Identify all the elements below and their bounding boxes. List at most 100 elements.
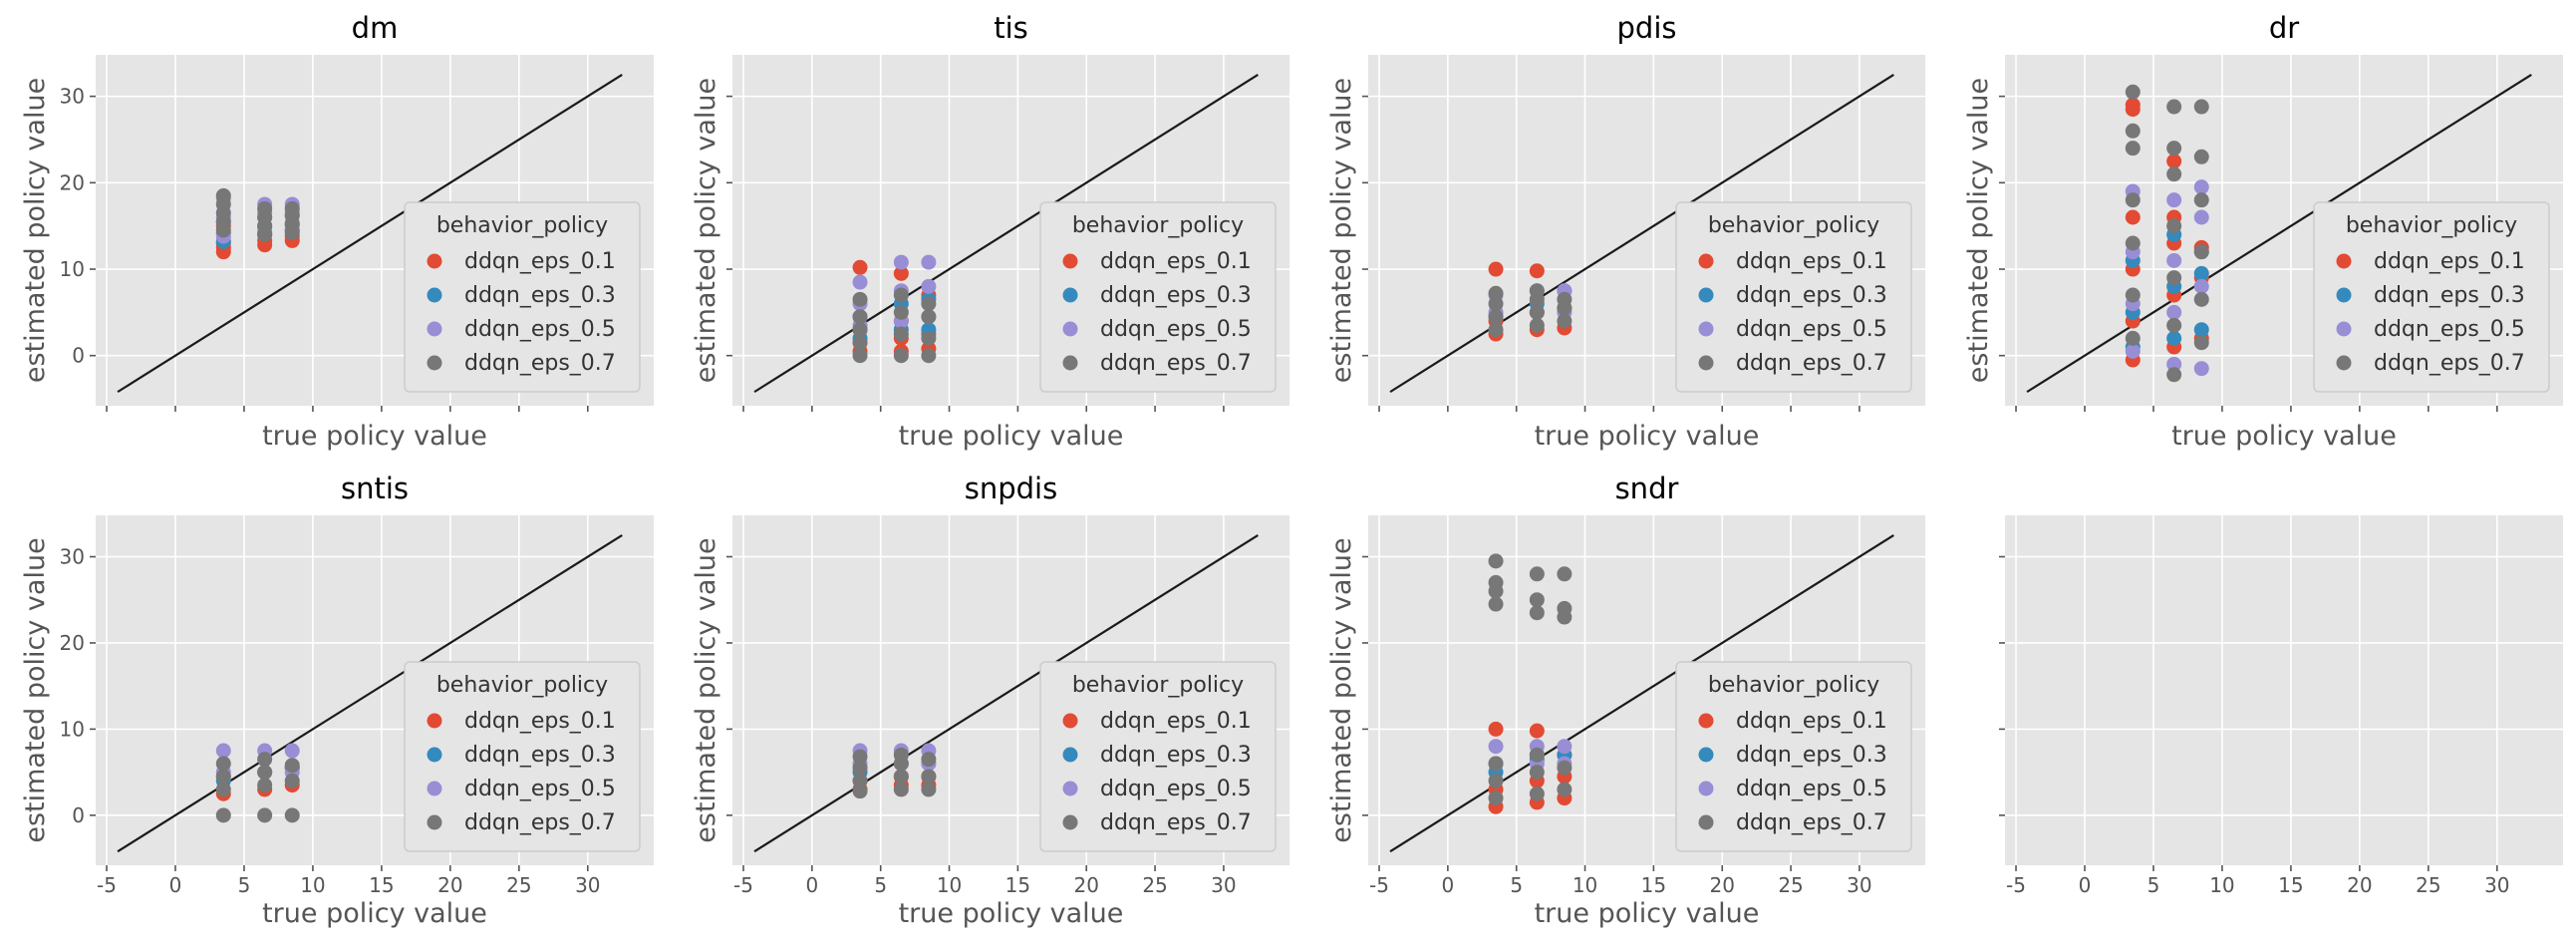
data-point-ddqn_eps_0.5 [893,254,909,270]
legend-marker [1698,287,1714,303]
data-point-ddqn_eps_0.7 [2193,149,2209,164]
x-tick-label: 20 [437,873,462,897]
data-point-ddqn_eps_0.7 [2125,330,2141,346]
data-point-ddqn_eps_0.7 [921,296,937,312]
legend-label: ddqn_eps_0.3 [2374,283,2525,308]
data-point-ddqn_eps_0.3 [2166,330,2182,346]
x-tick-label: 10 [1573,873,1597,897]
legend-label: ddqn_eps_0.5 [1100,317,1252,342]
legend-label: ddqn_eps_0.1 [464,249,616,274]
data-point-ddqn_eps_0.7 [1529,566,1545,582]
legend-label: ddqn_eps_0.7 [464,810,616,835]
legend: behavior_policy ddqn_eps_0.1 ddqn_eps_0.3d… [404,661,641,852]
data-point-ddqn_eps_0.7 [1488,309,1504,325]
legend-title: behavior_policy [436,673,608,698]
data-point-ddqn_eps_0.1 [1529,723,1545,739]
data-point-ddqn_eps_0.7 [1557,291,1573,307]
x-axis-label: true policy value [2171,421,2397,452]
legend-label: ddqn_eps_0.5 [464,777,616,801]
x-tick-label: 15 [1641,873,1666,897]
y-axis-label: estimated policy value [1326,537,1357,842]
panel-title: sntis [341,472,409,505]
legend-label: ddqn_eps_0.7 [1100,351,1252,376]
data-point-ddqn_eps_0.7 [215,187,231,203]
data-point-ddqn_eps_0.3 [2193,322,2209,338]
data-point-ddqn_eps_0.7 [257,200,273,216]
data-point-ddqn_eps_0.7 [2193,99,2209,115]
legend: behavior_policy ddqn_eps_0.1 ddqn_eps_0.3d… [404,201,641,393]
x-tick-label: -5 [97,873,117,897]
data-point-ddqn_eps_0.7 [2193,192,2209,208]
legend-marker [427,781,442,796]
legend-label: ddqn_eps_0.5 [2374,317,2525,342]
data-point-ddqn_eps_0.7 [921,769,937,785]
legend-marker [1062,747,1078,763]
data-point-ddqn_eps_0.7 [1529,786,1545,801]
data-point-ddqn_eps_0.7 [852,291,868,307]
data-point-ddqn_eps_0.7 [1488,791,1504,806]
data-point-ddqn_eps_0.7 [921,782,937,797]
data-point-ddqn_eps_0.1 [893,265,909,281]
data-point-ddqn_eps_0.5 [2193,179,2209,195]
legend-marker [2336,253,2352,269]
data-point-ddqn_eps_0.7 [257,752,273,768]
legend-label: ddqn_eps_0.7 [464,351,616,376]
data-point-ddqn_eps_0.7 [2166,166,2182,182]
data-point-ddqn_eps_0.7 [852,309,868,325]
panel-title: sndr [1615,472,1679,505]
legend-label: ddqn_eps_0.1 [1100,249,1252,274]
data-point-ddqn_eps_0.7 [1557,600,1573,616]
data-point-ddqn_eps_0.7 [2166,141,2182,157]
panel-dm: 0 10 20 30 dm true policy value estimated poli… [20,11,654,452]
legend-frame [1039,201,1277,393]
data-point-ddqn_eps_0.7 [893,326,909,342]
y-tick-label: 30 [60,544,85,568]
data-point-ddqn_eps_0.7 [1557,782,1573,797]
legend-frame [1039,661,1277,852]
y-axis-label: estimated policy value [691,537,721,842]
data-point-ddqn_eps_0.5 [852,274,868,290]
x-tick-label: 30 [1211,873,1236,897]
legend-title: behavior_policy [1708,213,1879,238]
y-tick-label: 0 [72,803,85,827]
legend-label: ddqn_eps_0.7 [1736,351,1887,376]
legend-frame [1675,661,1912,852]
x-tick-label: 20 [2347,873,2372,897]
data-point-ddqn_eps_0.1 [2125,97,2141,113]
data-point-ddqn_eps_0.7 [284,773,300,789]
data-point-ddqn_eps_0.7 [215,769,231,785]
data-point-ddqn_eps_0.5 [1557,739,1573,755]
x-axis-label: true policy value [262,421,487,452]
x-tick-label: 0 [1441,873,1454,897]
y-tick-label: 10 [60,717,85,741]
legend-label: ddqn_eps_0.7 [1100,810,1252,835]
data-point-ddqn_eps_0.7 [1488,756,1504,772]
data-point-ddqn_eps_0.7 [2166,99,2182,115]
data-point-ddqn_eps_0.7 [284,758,300,774]
data-point-ddqn_eps_0.7 [893,747,909,763]
data-point-ddqn_eps_0.7 [2125,235,2141,251]
legend-marker [1698,355,1714,371]
data-point-ddqn_eps_0.7 [1529,317,1545,333]
legend-marker [427,253,442,269]
legend-marker [427,713,442,729]
data-point-ddqn_eps_0.7 [1488,574,1504,590]
data-point-ddqn_eps_0.7 [921,752,937,768]
x-tick-label: 25 [2416,873,2440,897]
data-point-ddqn_eps_0.5 [2125,343,2141,359]
data-point-ddqn_eps_0.1 [852,259,868,275]
legend-label: ddqn_eps_0.5 [1100,777,1252,801]
data-point-ddqn_eps_0.7 [1488,596,1504,612]
panel-sndr: -5 0 5 10 15 20 25 30 sndr true policy value estim… [1326,472,1925,929]
legend-label: ddqn_eps_0.1 [1736,709,1887,734]
x-tick-label: 25 [1778,873,1803,897]
x-tick-label: 0 [2079,873,2092,897]
legend: behavior_policy ddqn_eps_0.1 ddqn_eps_0.3d… [2313,201,2550,393]
x-tick-label: 0 [805,873,818,897]
legend-marker [1698,253,1714,269]
data-point-ddqn_eps_0.7 [2193,244,2209,260]
data-point-ddqn_eps_0.7 [2125,84,2141,100]
panel-title: dm [352,11,399,45]
data-point-ddqn_eps_0.5 [215,743,231,759]
legend-marker [1698,321,1714,337]
